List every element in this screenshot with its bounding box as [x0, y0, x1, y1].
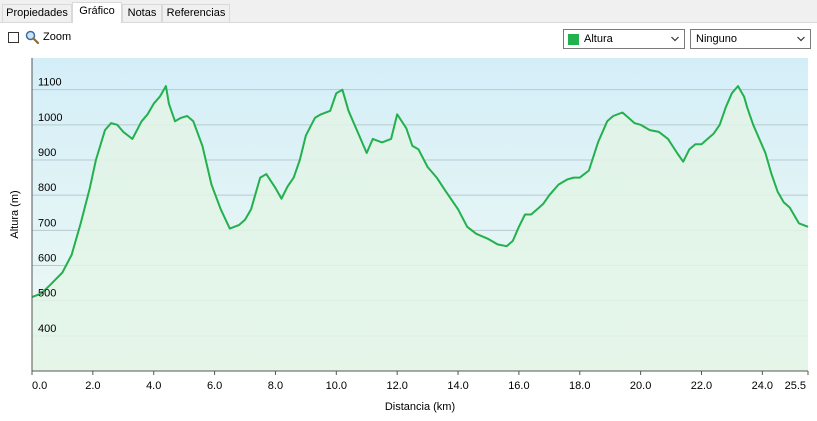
tab-notas[interactable]: Notas	[122, 4, 162, 22]
y-tick-label: 1100	[38, 77, 62, 89]
y-tick-label: 900	[38, 147, 56, 159]
tab-referencias[interactable]: Referencias	[162, 4, 230, 22]
zoom-label: Zoom	[43, 31, 72, 43]
secondary-select-value: Ninguno	[696, 33, 737, 45]
magnifier-icon	[25, 30, 39, 44]
y-tick-label: 700	[38, 217, 56, 229]
y-tick-labels: 400 500 600 700 800 900 1000 1100	[38, 77, 62, 335]
elevation-area	[32, 86, 808, 371]
x-tick-label: 16.0	[508, 380, 529, 392]
x-tick-label: 20.0	[630, 380, 651, 392]
series-select[interactable]: Altura	[563, 29, 685, 49]
series-select-value: Altura	[584, 33, 613, 45]
y-tick-label: 1000	[38, 112, 62, 124]
x-tick-label: 22.0	[691, 380, 712, 392]
x-tick-label: 8.0	[268, 380, 283, 392]
x-tick-label: 25.5	[785, 380, 806, 392]
y-tick-label: 500	[38, 288, 56, 300]
chevron-down-icon	[797, 36, 805, 42]
x-tick-label: 0.0	[32, 380, 47, 392]
x-tick-label: 2.0	[85, 380, 100, 392]
zoom-checkbox[interactable]	[8, 32, 19, 43]
y-tick-label: 800	[38, 182, 56, 194]
axes	[31, 58, 809, 375]
y-axis-title: Altura (m)	[9, 190, 21, 238]
x-axis-title: Distancia (km)	[385, 401, 455, 413]
tab-bar: Propiedades Gráfico Notas Referencias	[0, 0, 817, 23]
x-tick-label: 4.0	[146, 380, 161, 392]
x-tick-label: 14.0	[447, 380, 468, 392]
y-tick-label: 600	[38, 252, 56, 264]
x-tick-labels: 0.0 2.0 4.0 6.0 8.0 10.0 12.0 14.0 16.0 18.0 20.0 2…	[32, 380, 806, 392]
elevation-chart[interactable]: 400 500 600 700 800 900 1000 1100 0.0 2.0 4.0 6.0 8…	[0, 22, 817, 421]
x-tick-label: 10.0	[326, 380, 347, 392]
x-tick-label: 12.0	[386, 380, 407, 392]
x-tick-label: 18.0	[569, 380, 590, 392]
x-tick-label: 6.0	[207, 380, 222, 392]
x-tick-label: 24.0	[752, 380, 773, 392]
chevron-down-icon	[671, 36, 679, 42]
elevation-line	[31, 85, 809, 299]
tab-propiedades[interactable]: Propiedades	[2, 4, 72, 22]
series-color-swatch	[568, 34, 579, 45]
secondary-select[interactable]: Ninguno	[690, 29, 811, 49]
tab-grafico[interactable]: Gráfico	[72, 2, 122, 23]
y-tick-label: 400	[38, 323, 56, 335]
